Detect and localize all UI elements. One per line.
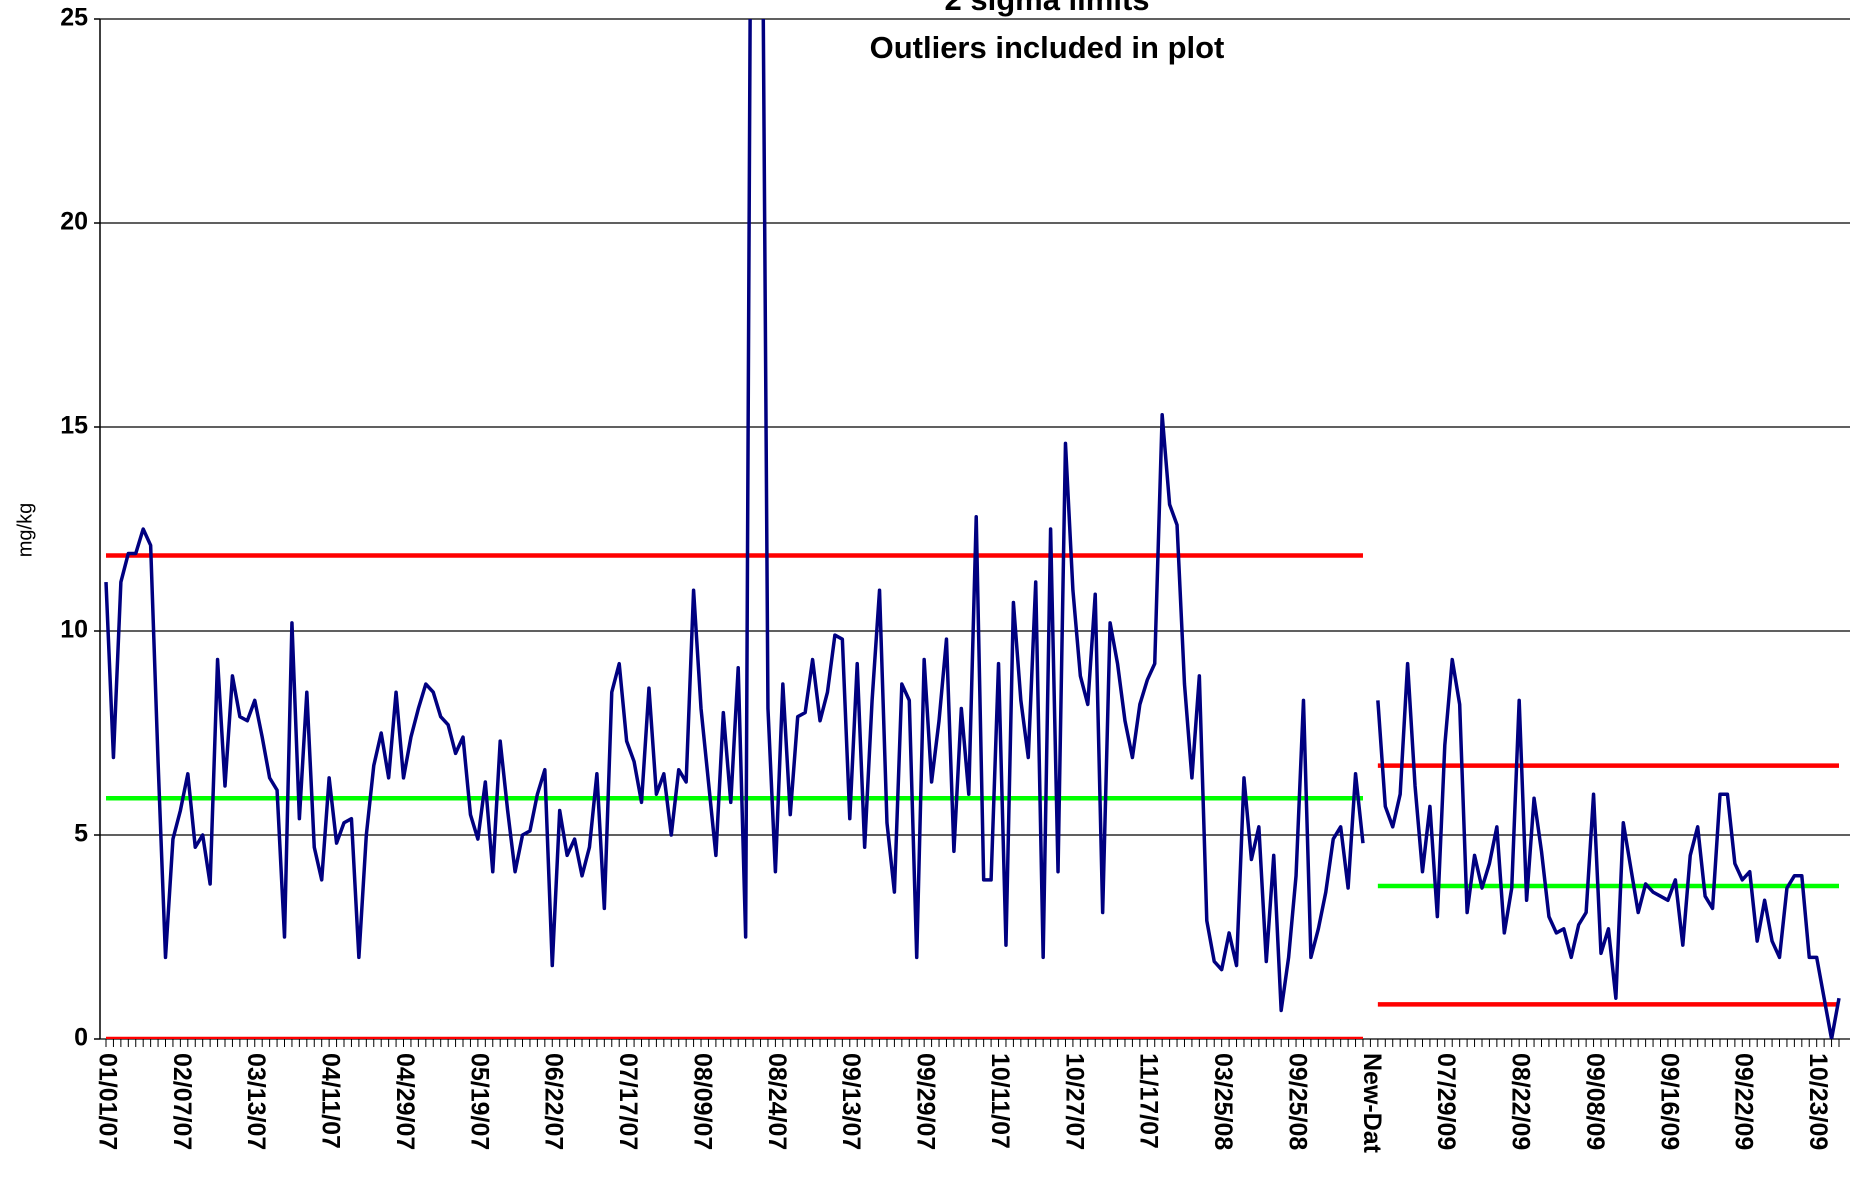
x-tick-label: 04/11/07: [317, 1053, 345, 1149]
x-tick-label: 07/17/07: [614, 1053, 642, 1150]
x-tick-label: 10/23/09: [1804, 1053, 1832, 1150]
x-tick-label: 08/09/07: [688, 1053, 716, 1150]
y-tick-label: 0: [74, 1024, 88, 1052]
x-tick-label: 01/01/07: [93, 1053, 121, 1150]
x-tick-label: 11/17/07: [1135, 1053, 1163, 1149]
y-tick-label: 5: [74, 820, 88, 848]
y-axis-title: mg/kg: [14, 503, 36, 557]
data-line: [104, 19, 1841, 1039]
y-tick-label: 25: [60, 4, 88, 32]
y-tick-label: 15: [60, 412, 88, 440]
x-tick-label: 08/24/07: [763, 1053, 791, 1150]
x-tick-label: 09/22/09: [1730, 1053, 1758, 1150]
y-tick-label: 20: [60, 208, 88, 236]
x-tick-label: 09/25/08: [1283, 1053, 1311, 1150]
x-tick-label: 09/13/07: [837, 1053, 865, 1150]
x-tick-label: 02/07/07: [168, 1053, 196, 1150]
x-tick-label: 08/22/09: [1507, 1053, 1535, 1150]
x-tick-label: 09/29/07: [912, 1053, 940, 1150]
y-tick-label: 10: [60, 616, 88, 644]
x-tick-label: 05/19/07: [465, 1053, 493, 1150]
chart-title: 2 sigma limits: [944, 0, 1149, 17]
plot-area: [104, 19, 1841, 1039]
x-tick-label: 04/29/07: [391, 1053, 419, 1150]
x-tick-label: 06/22/07: [540, 1053, 568, 1150]
x-tick-label: 09/08/09: [1581, 1053, 1609, 1150]
x-tick-label: 10/27/07: [1060, 1053, 1088, 1150]
chart-subtitle: Outliers included in plot: [870, 30, 1225, 65]
x-tick-label: New-Dat: [1358, 1053, 1386, 1154]
x-tick-label: 03/13/07: [242, 1053, 270, 1150]
x-tick-label: 03/25/08: [1209, 1053, 1237, 1150]
x-tick-label: 10/11/07: [986, 1053, 1014, 1149]
x-tick-label: 09/16/09: [1655, 1053, 1683, 1150]
x-tick-label: 07/29/09: [1432, 1053, 1460, 1150]
